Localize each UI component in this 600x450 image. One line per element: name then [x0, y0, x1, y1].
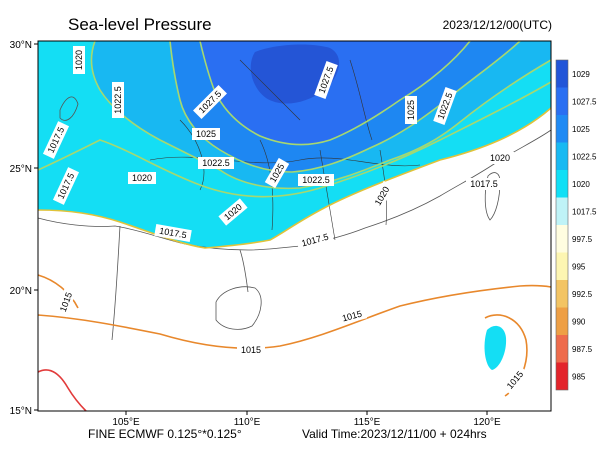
colorbar-cell	[556, 335, 568, 363]
colorbar-cell	[556, 115, 568, 143]
lat-tick-label: 15°N	[10, 406, 32, 417]
isobar-1015-a	[37, 284, 552, 350]
lon-tick-label: 115°E	[354, 417, 381, 428]
isobar-1015-b	[37, 274, 79, 309]
colorbar-cell	[556, 225, 568, 253]
contour-labels: 1020 1022.5 1027.5 1027.5 1025 1022.5 10…	[42, 46, 529, 395]
isobars	[37, 40, 552, 412]
map-title: Sea-level Pressure	[68, 15, 212, 34]
colorbar-label: 987.5	[572, 345, 593, 354]
colorbar-cell	[556, 142, 568, 170]
lat-tick-label: 30°N	[10, 40, 32, 51]
colorbar-cell	[556, 170, 568, 198]
shade-1017-5-island	[484, 325, 507, 370]
contour-label: 1020	[490, 153, 510, 163]
lat-axis: 30°N 25°N 20°N 15°N	[10, 40, 38, 417]
isobar-1020	[37, 81, 552, 198]
colorbar-label: 1025	[572, 125, 590, 134]
valid-time-label: Valid Time:2023/12/11/00 + 024hrs	[302, 427, 487, 441]
lat-tick-label: 25°N	[10, 164, 32, 175]
colorbar-label: 1020	[572, 180, 590, 189]
isobar-1012-5	[37, 369, 87, 412]
colorbar-label: 1029	[572, 70, 590, 79]
lat-tick-label: 20°N	[10, 286, 32, 297]
colorbar-label: 1027.5	[572, 97, 597, 106]
colorbar-label: 985	[572, 372, 586, 381]
colorbar-cell	[556, 252, 568, 280]
colorbar: 1029 1027.5 1025 1022.5 1020 1017.5 997.5 995 99…	[555, 59, 597, 391]
valid-time-top: 2023/12/12/00(UTC)	[442, 18, 552, 32]
map-frame	[37, 40, 552, 412]
colorbar-label: 990	[572, 317, 586, 326]
contour-label: 1015	[241, 345, 261, 355]
colorbar-cell	[556, 87, 568, 115]
colorbar-label: 1022.5	[572, 152, 597, 161]
contour-label: 1017.5	[159, 226, 188, 241]
colorbar-cell	[556, 197, 568, 225]
contour-label: 1020	[74, 50, 84, 70]
isobar-1017-5	[37, 107, 552, 249]
colorbar-label: 995	[572, 262, 586, 271]
contour-label: 1022.5	[302, 175, 330, 185]
colorbar-cell	[556, 60, 568, 88]
isobar-1022-5	[90, 40, 552, 190]
lon-tick-label: 110°E	[234, 417, 261, 428]
contour-label: 1025	[196, 129, 216, 139]
colorbar-frame	[555, 59, 569, 391]
colorbar-label: 1017.5	[572, 207, 597, 216]
contour-label: 1017.5	[470, 179, 498, 189]
contour-label: 1022.5	[202, 158, 230, 168]
colorbar-cell	[556, 362, 568, 390]
contour-label: 1025	[406, 100, 416, 120]
colorbar-label: 997.5	[572, 235, 593, 244]
lon-axis: 105°E 110°E 115°E 120°E	[112, 411, 501, 428]
colorbar-cell	[556, 280, 568, 308]
contour-label-bg	[73, 46, 85, 74]
colorbar-cell	[556, 307, 568, 335]
contour-label: 1022.5	[113, 86, 123, 114]
lon-tick-label: 120°E	[473, 417, 501, 428]
lon-tick-label: 105°E	[112, 417, 140, 428]
contour-label: 1020	[132, 173, 152, 183]
model-label: FINE ECMWF 0.125°*0.125°	[88, 427, 242, 441]
colorbar-label: 992.5	[572, 290, 593, 299]
